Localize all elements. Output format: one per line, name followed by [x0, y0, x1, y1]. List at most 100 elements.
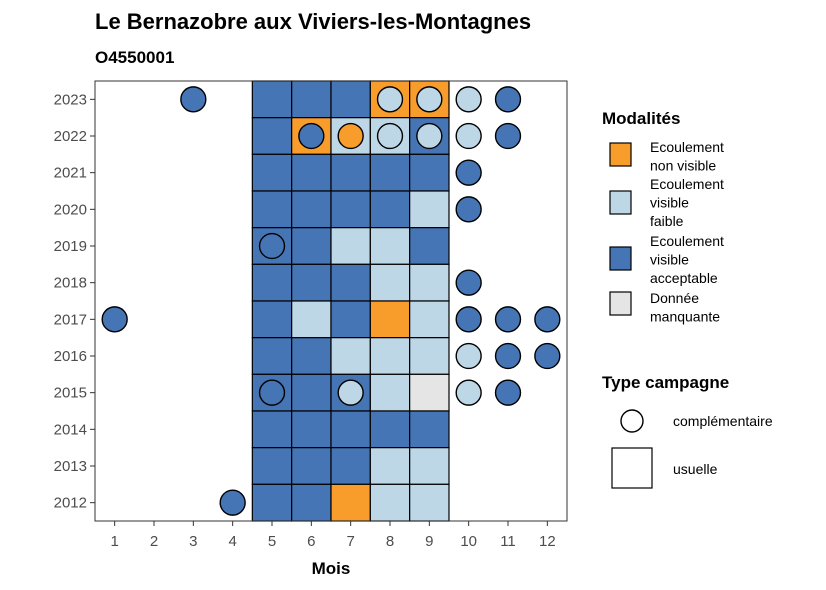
- x-tick-label: 5: [268, 533, 276, 550]
- y-tick-label: 2023: [54, 91, 87, 108]
- legend-title-modalites: Modalités: [602, 109, 680, 128]
- campaign-point: [376, 86, 404, 113]
- heatmap-cell: [330, 227, 371, 265]
- campaign-point: [258, 232, 286, 260]
- campaign-point: [180, 86, 207, 113]
- heatmap-cell: [369, 483, 411, 522]
- heatmap-cell: [251, 410, 293, 449]
- heatmap-cell: [291, 373, 332, 412]
- y-tick-label: 2015: [54, 385, 87, 402]
- heatmap-cell: [369, 373, 411, 412]
- legend-label-acceptable: visible: [650, 252, 689, 268]
- heatmap-cell: [251, 447, 293, 485]
- heatmap-cell: [409, 300, 450, 339]
- heatmap-cell: [409, 483, 450, 522]
- heatmap-cell: [251, 190, 293, 229]
- heatmap-cell: [369, 447, 411, 485]
- heatmap-cell: [251, 337, 293, 375]
- heatmap-cell: [291, 190, 332, 229]
- heatmap-cell: [291, 263, 332, 302]
- y-tick-label: 2021: [54, 165, 87, 182]
- chart-subtitle: O4550001: [95, 48, 174, 67]
- heatmap-cell: [369, 227, 411, 265]
- y-tick-label: 2019: [54, 238, 87, 255]
- y-tick-label: 2012: [54, 495, 87, 512]
- legend-label-manquante: manquante: [650, 309, 720, 325]
- legend-key-non_visible: [609, 142, 632, 167]
- heatmap-cell: [330, 263, 371, 302]
- legend-key-usuelle: [611, 447, 653, 489]
- heatmap-cell: [291, 153, 332, 192]
- campaign-point: [258, 379, 286, 406]
- campaign-point: [455, 86, 482, 113]
- x-tick-label: 7: [346, 533, 354, 550]
- campaign-point: [416, 86, 443, 113]
- campaign-point: [455, 269, 482, 296]
- heatmap-cell: [369, 263, 411, 302]
- campaign-point: [494, 86, 522, 113]
- campaign-point: [494, 122, 522, 150]
- campaign-point: [416, 122, 443, 150]
- heatmap-cell: [369, 410, 411, 449]
- y-tick-label: 2016: [54, 348, 87, 365]
- x-axis-label: Mois: [312, 559, 351, 578]
- x-tick-label: 9: [425, 533, 433, 550]
- heatmap-cell: [369, 190, 411, 229]
- y-tick-label: 2014: [54, 421, 87, 438]
- legend-key-manquante: [609, 291, 632, 316]
- heatmap-cell: [369, 300, 411, 339]
- heatmap-cell: [291, 337, 332, 375]
- x-tick-label: 2: [150, 533, 158, 550]
- campaign-point: [101, 306, 128, 333]
- heatmap-cell: [291, 447, 332, 485]
- heatmap-cell: [369, 337, 411, 375]
- heatmap-cell: [291, 300, 332, 339]
- heatmap-cell: [409, 410, 450, 449]
- heatmap-cell: [409, 263, 450, 302]
- campaign-point: [494, 342, 522, 370]
- y-tick-label: 2018: [54, 275, 87, 292]
- legend-label-acceptable: Ecoulement: [650, 233, 724, 249]
- campaign-point: [298, 122, 325, 150]
- heatmap-cell: [409, 190, 450, 229]
- legend-key-complementaire: [620, 409, 644, 433]
- heatmap-cell: [409, 447, 450, 485]
- heatmap-cell: [291, 80, 332, 119]
- legend-label-faible: visible: [650, 195, 689, 211]
- legend: Modalités Ecoulement non visible Ecoulement…: [602, 109, 773, 489]
- heatmap-cell: [409, 227, 450, 265]
- heatmap-cell: [251, 263, 293, 302]
- campaign-point: [337, 122, 364, 150]
- y-tick-label: 2022: [54, 128, 87, 145]
- campaign-point: [455, 196, 482, 223]
- legend-label-non_visible: Ecoulement: [650, 139, 724, 155]
- heatmap-cell: [409, 153, 450, 192]
- plot-frame: [94, 80, 568, 522]
- heatmap-cell: [330, 410, 371, 449]
- campaign-point: [534, 342, 561, 370]
- campaign-point: [455, 306, 482, 333]
- campaign-point: [494, 379, 522, 406]
- campaign-point: [455, 342, 482, 370]
- campaign-point: [455, 122, 482, 150]
- heatmap-cell: [251, 153, 293, 192]
- heatmap-cell: [251, 300, 293, 339]
- heatmap-cell: [291, 227, 332, 265]
- x-tick-label: 10: [460, 533, 477, 550]
- heatmap-cell: [291, 410, 332, 449]
- campaign-point: [455, 159, 482, 186]
- y-tick-label: 2020: [54, 201, 87, 218]
- legend-title-campagne: Type campagne: [602, 373, 729, 392]
- heatmap-cell: [330, 447, 371, 485]
- chart-title: Le Bernazobre aux Viviers-les-Montagnes: [95, 9, 531, 34]
- legend-key-faible: [609, 190, 632, 215]
- legend-label-non_visible: non visible: [650, 158, 716, 174]
- x-tick-label: 6: [307, 533, 315, 550]
- x-tick-label: 12: [539, 533, 556, 550]
- heatmap-cell: [409, 373, 450, 412]
- campaign-point: [494, 306, 522, 333]
- heatmap-cell: [330, 337, 371, 375]
- campaign-point: [534, 306, 561, 333]
- heatmap-cell: [330, 190, 371, 229]
